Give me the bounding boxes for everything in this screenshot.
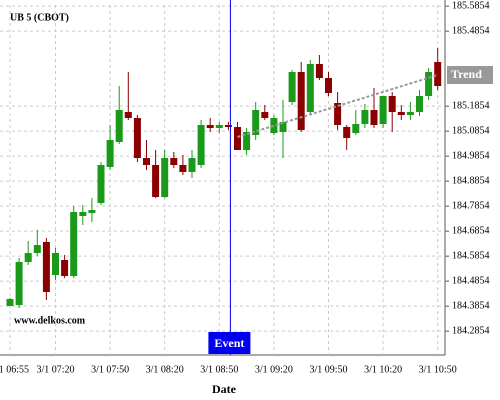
candle-body: [297, 72, 305, 130]
candle-body: [143, 158, 150, 165]
y-tick-label: 185.0854: [452, 125, 490, 136]
candle-body: [115, 110, 123, 142]
candle-body: [334, 103, 342, 125]
y-tick-label: 184.4854: [452, 275, 490, 286]
event-label-box: [208, 332, 251, 354]
trend-label: Trend: [451, 67, 482, 81]
candle-body: [261, 112, 269, 118]
y-tick-label: 185.1854: [452, 100, 490, 111]
x-tick-label: 3/1 07:50: [91, 364, 129, 375]
candle-body: [234, 127, 241, 150]
candle-body: [434, 62, 442, 86]
x-tick-label: 3/1 09:20: [255, 364, 293, 375]
candle-body: [88, 210, 96, 213]
candle-body: [406, 112, 414, 115]
candle-body: [270, 118, 278, 133]
candle-body: [61, 260, 69, 276]
candle-body: [79, 212, 87, 216]
candle-body: [379, 96, 387, 124]
candle-body: [170, 158, 178, 165]
trend-label-box: [447, 66, 493, 84]
candle-body: [52, 253, 59, 275]
candle-body: [215, 125, 223, 128]
candle-body: [124, 112, 132, 118]
candle-body: [97, 165, 105, 203]
x-axis-label: Date: [212, 382, 237, 396]
candle-body: [133, 118, 141, 158]
candle-body: [343, 127, 351, 138]
candle-body: [206, 125, 214, 128]
y-tick-label: 184.5854: [452, 250, 490, 261]
candle-body: [416, 96, 423, 112]
x-tick-label: 3/1 07:20: [36, 364, 74, 375]
x-tick-label: 3/1 08:50: [200, 364, 238, 375]
candle-body: [352, 124, 360, 133]
y-tick-label: 184.8854: [452, 175, 490, 186]
candle-body: [179, 165, 187, 172]
x-tick-label: 3/1 10:20: [364, 364, 402, 375]
candle-body: [315, 64, 323, 78]
y-tick-label: 184.2854: [452, 325, 490, 336]
candle-body: [161, 158, 169, 197]
candle-body: [370, 110, 378, 125]
chart-title: UB 5 (CBOT): [10, 12, 69, 23]
watermark: www.delkos.com: [14, 315, 86, 326]
event-label: Event: [214, 336, 244, 350]
candle-body: [397, 112, 405, 115]
y-tick-label: 185.4854: [452, 25, 490, 36]
x-tick-label: 3/1 09:50: [309, 364, 347, 375]
y-tick-label: 184.7854: [452, 200, 490, 211]
candle-body: [152, 165, 160, 197]
candle-body: [252, 110, 260, 135]
candle-body: [288, 72, 296, 102]
x-tick-label: 3/1 10:50: [419, 364, 457, 375]
candle-body: [197, 125, 205, 165]
candle-body: [361, 110, 369, 124]
x-tick-label: 3/1 06:55: [0, 364, 29, 375]
candle-body: [42, 242, 50, 292]
candle-body: [425, 72, 433, 96]
y-tick-label: 184.9854: [452, 150, 490, 161]
y-tick-label: 184.3854: [452, 300, 490, 311]
candle-body: [188, 158, 196, 172]
candle-body: [279, 122, 287, 132]
candle-body: [388, 96, 396, 112]
candle-body: [70, 212, 78, 276]
candle-body: [325, 78, 332, 93]
candle-body: [6, 299, 14, 306]
candle-body: [24, 253, 32, 262]
candle-body: [15, 262, 23, 305]
candle-body: [106, 140, 114, 167]
candle-body: [243, 132, 251, 150]
x-tick-label: 3/1 08:20: [146, 364, 184, 375]
candle-body: [306, 64, 314, 112]
y-tick-label: 184.6854: [452, 225, 490, 236]
candle-body: [224, 125, 232, 127]
candle-body: [33, 245, 41, 253]
y-tick-label: 185.5854: [452, 0, 490, 11]
